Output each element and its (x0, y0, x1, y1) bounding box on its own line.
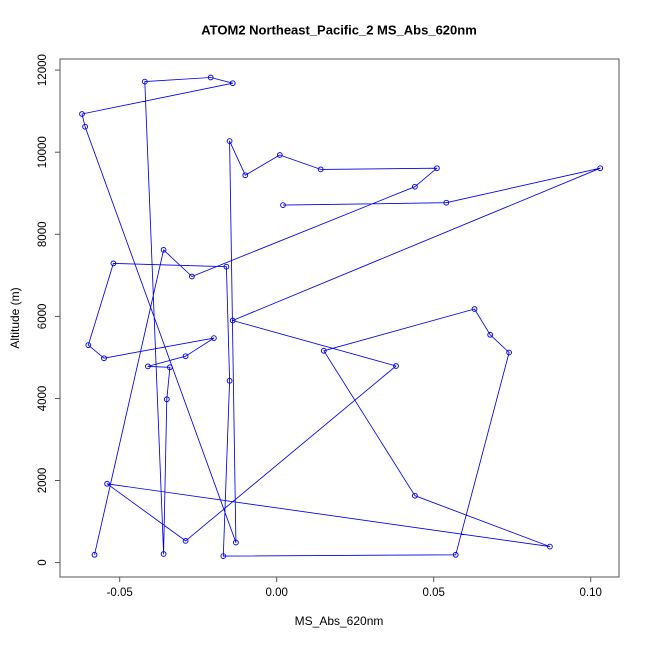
data-point (85, 342, 92, 348)
y-tick-label: 8000 (37, 222, 49, 248)
data-point (226, 377, 233, 384)
y-tick-label: 12000 (37, 54, 49, 86)
plot-box (59, 58, 620, 578)
data-point (145, 363, 151, 370)
data-point (393, 363, 399, 369)
data-point (141, 78, 148, 85)
data-point (471, 306, 478, 312)
data-point (110, 260, 117, 267)
data-point (233, 539, 239, 546)
data-point (229, 317, 236, 324)
data-point (79, 111, 85, 117)
data-point (160, 551, 167, 557)
data-point (189, 273, 195, 280)
data-point (104, 480, 110, 487)
x-tick-label: 0.00 (266, 587, 288, 599)
x-axis-label: MS_Abs_620nm (294, 614, 384, 628)
y-tick-label: 6000 (37, 304, 49, 330)
data-point (434, 165, 440, 172)
data-point (276, 152, 283, 158)
data-point (182, 538, 189, 544)
data-point (412, 183, 418, 190)
data-point (242, 172, 249, 179)
x-tick-label: -0.05 (107, 587, 133, 599)
data-point (167, 364, 173, 371)
data-point (91, 551, 98, 558)
data-point (220, 553, 227, 559)
x-tick-label: 0.05 (423, 587, 445, 599)
data-point (82, 123, 88, 130)
data-point (487, 331, 494, 338)
y-tick-label: 10000 (37, 136, 49, 168)
data-point (182, 353, 189, 360)
data-point (547, 543, 553, 550)
plot-title: ATOM2 Northeast_Pacific_2 MS_Abs_620nm (201, 22, 477, 38)
data-point (280, 202, 286, 208)
data-point (506, 349, 512, 356)
y-tick-label: 4000 (37, 386, 49, 412)
data-point (597, 165, 604, 172)
data-point (443, 199, 450, 206)
y-tick-label: 2000 (37, 468, 49, 494)
data-point (317, 166, 324, 173)
data-point (223, 263, 230, 270)
x-tick-label: 0.10 (580, 587, 602, 599)
data-point (452, 551, 459, 558)
data-point (412, 492, 418, 499)
data-point (160, 247, 167, 253)
y-axis-label: Altitude (m) (8, 287, 22, 349)
y-tick-label: 0 (37, 559, 49, 565)
series-line (81, 77, 601, 557)
data-point (207, 74, 214, 81)
data-point (226, 138, 233, 144)
data-point (163, 396, 170, 403)
data-point (101, 355, 107, 362)
data-point (320, 347, 327, 354)
data-point (211, 335, 217, 341)
data-point (229, 80, 236, 87)
